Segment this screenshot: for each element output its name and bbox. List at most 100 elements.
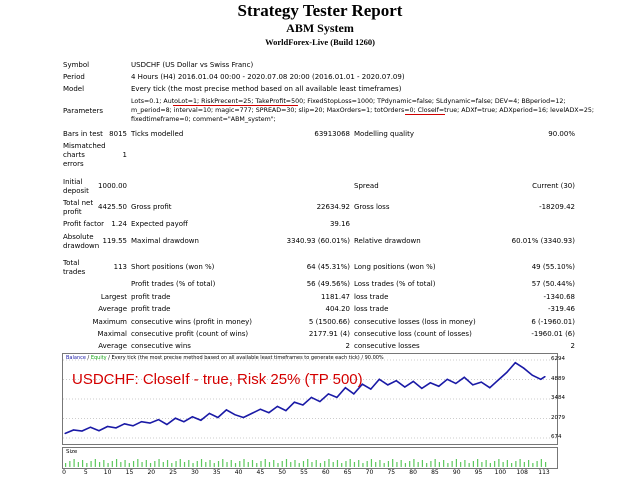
balance-point — [327, 393, 329, 395]
size-bar — [90, 461, 92, 467]
equity-legend: Equity — [90, 355, 107, 361]
size-bar — [226, 462, 228, 467]
param-highlight-underline — [405, 114, 445, 115]
size-bar — [451, 461, 453, 467]
balance-point — [336, 396, 338, 398]
initial-deposit-label: deposit — [63, 187, 89, 195]
size-bar — [324, 461, 326, 467]
size-bar — [421, 460, 424, 467]
balance-point — [89, 426, 92, 428]
max-consecutive-wins-value: 5 (1500.66) — [308, 318, 350, 326]
period-value: 4 Hours (H4) 2016.01.04 00:00 - 2020.07.… — [131, 73, 405, 81]
x-tick-label: 75 — [387, 469, 396, 476]
size-bar — [273, 460, 275, 467]
balance-point — [540, 378, 542, 380]
balance-point — [64, 432, 66, 435]
balance-point — [149, 422, 151, 424]
balance-point — [412, 380, 414, 383]
size-bar — [77, 462, 79, 467]
size-bar — [477, 459, 479, 467]
size-bar — [528, 460, 530, 467]
balance-point — [251, 412, 253, 414]
quality-label: Modelling quality — [354, 130, 414, 138]
quality-value: 90.00% — [548, 130, 575, 138]
size-bar — [460, 462, 462, 467]
size-bar — [409, 461, 411, 467]
x-tick-label: 45 — [256, 469, 265, 476]
size-bar — [545, 462, 547, 467]
balance-point — [310, 396, 312, 398]
balance-point — [157, 418, 160, 421]
size-bar — [196, 461, 198, 467]
balance-point — [455, 382, 457, 385]
size-bar — [200, 459, 203, 467]
size-bar — [260, 461, 262, 467]
balance-point — [166, 423, 168, 426]
x-tick-label: 100 — [494, 469, 507, 476]
size-bar — [103, 460, 105, 467]
balance-legend: Balance — [66, 355, 86, 361]
max-consecutive-losses-value: 6 (-1960.01) — [531, 318, 575, 326]
size-bar — [349, 459, 351, 467]
balance-point — [472, 384, 474, 386]
balance-point — [302, 404, 304, 406]
balance-point — [132, 425, 134, 427]
size-bar — [315, 460, 317, 467]
size-bar — [396, 462, 398, 467]
average-loss-value: -319.46 — [547, 305, 575, 313]
maximal-drawdown-label: Maximal drawdown — [131, 237, 199, 245]
size-bar — [162, 462, 164, 467]
balance-point — [438, 385, 440, 387]
x-tick-label: 95 — [474, 469, 483, 476]
balance-point — [421, 387, 423, 389]
balance-point — [497, 379, 499, 381]
size-bar — [115, 459, 118, 467]
size-bar — [426, 463, 428, 467]
average-label: Average — [98, 305, 127, 313]
absolute-drawdown-label: Absolute — [63, 233, 94, 241]
size-bar — [400, 460, 402, 467]
maximum-label: Maximum — [92, 318, 128, 326]
size-bar — [145, 460, 147, 467]
size-bar — [222, 459, 224, 467]
balance-point — [140, 421, 143, 423]
size-bar — [205, 462, 207, 467]
build-info: WorldForex-Live (Build 1260) — [265, 37, 375, 47]
absolute-drawdown-value: 119.55 — [102, 237, 128, 245]
size-label: Size — [66, 449, 78, 455]
parameters-line-3: fixedtimeframe=0; comment="ABM_system"; — [131, 116, 276, 123]
x-tick-label: 15 — [125, 469, 134, 476]
balance-point — [259, 408, 261, 410]
maximal-drawdown-value: 3340.93 (60.01%) — [286, 237, 350, 245]
x-tick-label: 50 — [278, 469, 286, 476]
profit-trades-value: 56 (49.56%) — [306, 280, 350, 288]
size-bar — [73, 459, 75, 467]
size-bar — [413, 459, 415, 467]
x-tick-label: 70 — [365, 469, 374, 476]
size-bar — [392, 459, 394, 467]
long-positions-value: 49 (55.10%) — [531, 263, 575, 271]
loss-trades-value: 57 (50.44%) — [531, 280, 575, 288]
long-positions-label: Long positions (won %) — [354, 263, 436, 271]
balance-point — [174, 417, 177, 419]
net-profit-value: 4425.50 — [98, 203, 127, 211]
legend-separator: / — [85, 355, 91, 361]
absolute-drawdown-label: drawdown — [63, 242, 100, 250]
param-highlight-underline — [173, 105, 298, 106]
y-tick-label: 6294 — [551, 356, 565, 362]
balance-point — [544, 375, 546, 378]
x-tick-label: 0 — [62, 469, 66, 476]
net-profit-label: profit — [63, 208, 82, 216]
size-bar — [243, 459, 245, 467]
maximal-consecutive-loss-label: consecutive loss (count of losses) — [354, 330, 472, 338]
balance-point — [225, 409, 228, 411]
size-bar — [443, 460, 445, 467]
average-consecutive-label: Average — [98, 342, 127, 350]
size-bar — [362, 463, 364, 467]
chart-caption: Balance / Equity / Every tick (the most … — [66, 355, 384, 361]
x-tick-label: 80 — [409, 469, 417, 476]
largest-profit-value: 1181.47 — [321, 293, 350, 301]
x-tick-label: 113 — [538, 469, 550, 476]
size-bar — [247, 462, 249, 467]
size-bar — [341, 463, 343, 467]
